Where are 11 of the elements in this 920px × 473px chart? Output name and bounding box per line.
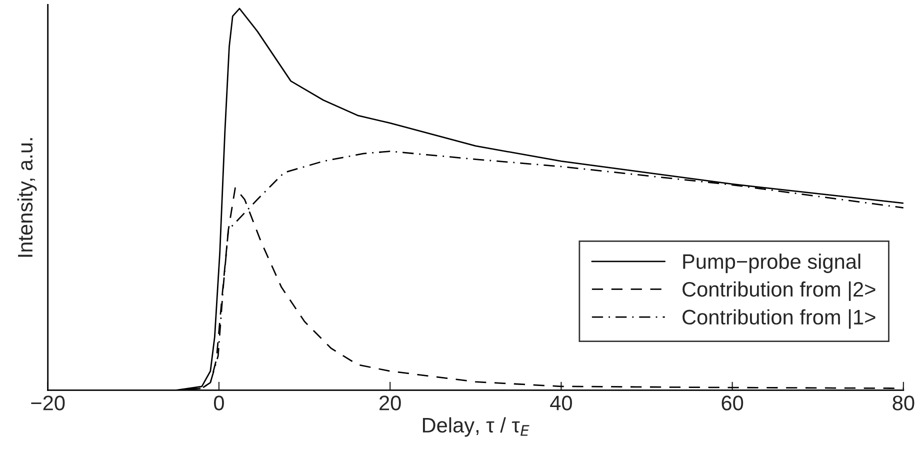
x-tick-label: 60 bbox=[722, 396, 744, 410]
x-tick-label: 80 bbox=[892, 396, 914, 410]
x-axis-title: Delay, τ / τ$_{E}$ bbox=[422, 417, 530, 437]
x-tick-label: 40 bbox=[550, 396, 572, 410]
x-tick-label: −20 bbox=[31, 396, 65, 410]
x-tick-label: 20 bbox=[380, 396, 401, 410]
legend-label: Pump−probe signal bbox=[683, 254, 860, 274]
x-tick-label: 0 bbox=[214, 396, 224, 410]
legend-label: Contribution from |2> bbox=[682, 281, 876, 301]
y-axis-title: Intensity, a.u. bbox=[17, 138, 37, 257]
legend-label: Contribution from |1> bbox=[682, 309, 876, 329]
